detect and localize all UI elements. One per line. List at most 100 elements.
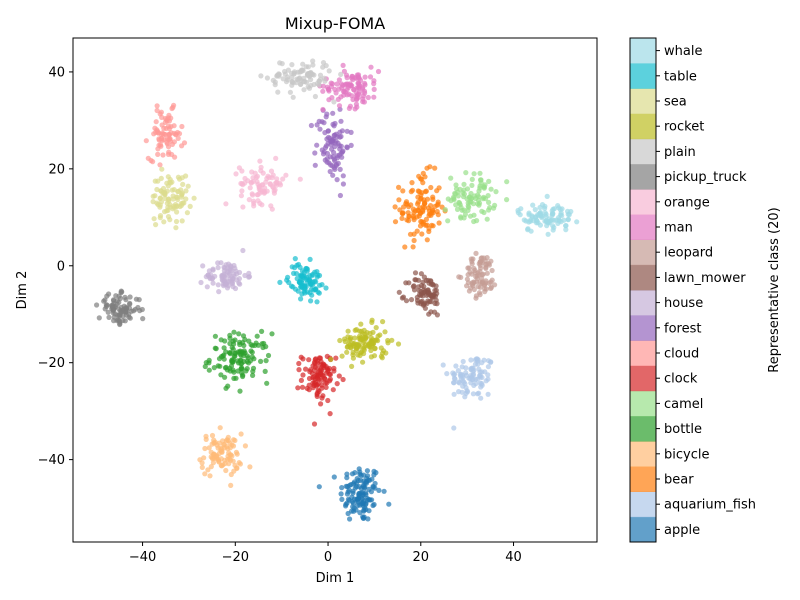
point-sea — [157, 215, 163, 221]
point-house — [216, 289, 222, 295]
point-cloud — [160, 131, 166, 137]
point-man — [371, 94, 377, 100]
point-sea — [167, 217, 173, 223]
point-plain — [289, 70, 295, 76]
point-cloud — [171, 102, 177, 108]
point-house — [221, 264, 227, 270]
point-rocket — [361, 350, 367, 357]
point-sea — [164, 180, 170, 186]
point-bicycle — [205, 467, 211, 473]
point-house — [246, 274, 253, 280]
point-forest — [337, 192, 343, 199]
point-orange — [249, 191, 255, 197]
point-plain — [310, 58, 316, 64]
point-forest — [338, 118, 344, 124]
point-plain — [301, 87, 307, 93]
point-leopard — [474, 273, 480, 279]
point-forest — [321, 120, 327, 126]
point-camel — [445, 196, 451, 202]
point-camel — [458, 204, 464, 211]
point-plain — [289, 62, 295, 68]
point-orange — [240, 204, 246, 210]
point-pickup_truck — [127, 300, 133, 306]
point-plain — [300, 68, 306, 74]
point-clock — [306, 357, 312, 363]
point-clock — [303, 366, 309, 372]
point-table — [302, 283, 308, 289]
point-plain — [294, 76, 300, 82]
point-apple — [316, 484, 322, 490]
point-bottle — [249, 343, 255, 349]
point-bicycle — [207, 473, 213, 479]
point-bicycle — [225, 453, 231, 459]
point-man — [338, 81, 345, 87]
point-man — [344, 75, 350, 81]
point-camel — [469, 182, 475, 188]
point-plain — [331, 99, 337, 105]
point-cloud — [150, 159, 156, 165]
point-plain — [338, 71, 344, 77]
point-camel — [468, 196, 474, 202]
point-forest — [344, 128, 350, 134]
point-leopard — [483, 262, 489, 268]
point-lawn_mower — [428, 278, 434, 284]
point-table — [297, 264, 303, 270]
point-bicycle — [199, 464, 205, 470]
point-house — [222, 281, 229, 288]
colorbar-swatch-rocket — [630, 113, 656, 140]
point-rocket — [358, 321, 364, 327]
point-bear — [426, 226, 432, 232]
point-lawn_mower — [410, 284, 416, 290]
point-house — [218, 260, 224, 266]
point-apple — [359, 490, 365, 496]
point-bear — [408, 189, 414, 195]
point-cloud — [151, 131, 157, 137]
point-sea — [170, 193, 176, 199]
point-aquarium_fish — [462, 394, 468, 400]
point-lawn_mower — [412, 270, 419, 276]
colorbar-frame — [629, 37, 657, 543]
point-table — [298, 296, 304, 302]
point-orange — [238, 193, 244, 199]
point-cloud — [162, 115, 168, 122]
point-rocket — [378, 345, 384, 351]
point-clock — [311, 421, 318, 427]
point-sea — [167, 180, 174, 186]
colorbar-swatch-bicycle — [630, 441, 656, 467]
point-bottle — [237, 388, 243, 394]
point-forest — [328, 138, 334, 144]
point-pickup_truck — [106, 314, 112, 320]
point-whale — [545, 231, 551, 237]
point-apple — [345, 496, 351, 502]
point-bicycle — [225, 438, 231, 444]
point-plain — [306, 85, 313, 91]
colorbar-label-table: table — [664, 69, 697, 84]
point-plain — [285, 67, 291, 73]
point-forest — [334, 177, 340, 183]
point-bottle — [218, 372, 224, 378]
point-aquarium_fish — [451, 375, 458, 381]
point-whale — [550, 223, 556, 229]
y-axis-label: Dim 2 — [15, 271, 30, 310]
point-sea — [175, 196, 181, 203]
point-bottle — [221, 345, 227, 351]
point-pickup_truck — [120, 313, 126, 319]
point-leopard — [489, 277, 495, 283]
point-camel — [482, 182, 488, 188]
point-plain — [300, 61, 306, 67]
colorbar-label-rocket: rocket — [664, 120, 704, 135]
point-pickup_truck — [94, 302, 100, 308]
point-aquarium_fish — [460, 378, 466, 384]
point-bottle — [222, 338, 228, 344]
point-apple — [347, 516, 353, 522]
point-man — [361, 99, 367, 105]
point-house — [209, 276, 215, 282]
point-table — [313, 279, 319, 285]
point-orange — [255, 198, 261, 204]
point-man — [341, 88, 347, 94]
point-bottle — [248, 348, 254, 354]
point-pickup_truck — [114, 298, 120, 304]
x-tick-label: −40 — [129, 550, 156, 565]
point-orange — [223, 201, 229, 207]
point-bottle — [241, 348, 247, 354]
